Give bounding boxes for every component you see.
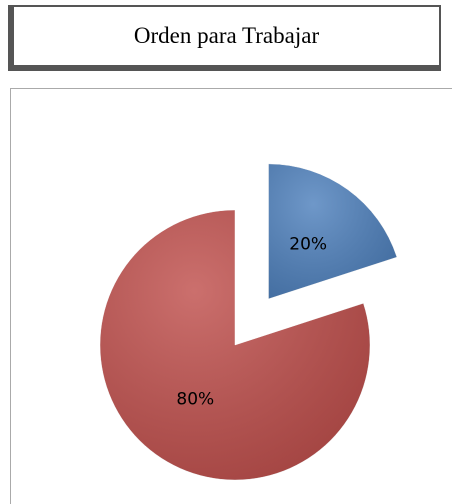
- data-label: 20%: [289, 234, 327, 254]
- slice-shade: [268, 163, 397, 299]
- data-label: 80%: [176, 390, 214, 410]
- chart-title: Orden para Trabajar: [8, 5, 441, 71]
- slice-shade: [100, 210, 370, 481]
